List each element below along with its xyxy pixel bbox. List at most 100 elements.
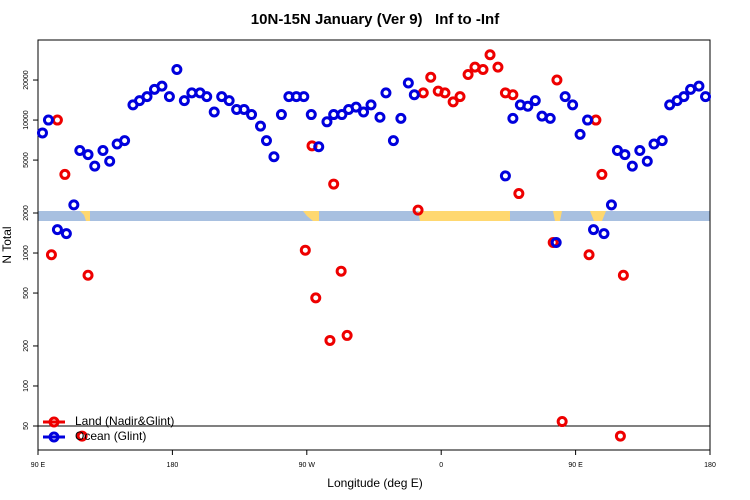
point (402, 77, 414, 89)
y-axis-label: N Total (0, 226, 14, 263)
point (484, 49, 496, 61)
point (678, 91, 690, 103)
point (358, 106, 370, 118)
point (556, 416, 568, 428)
point (550, 236, 562, 248)
y-tick-label: 500 (23, 287, 30, 299)
point (492, 61, 504, 73)
point (335, 265, 347, 277)
point (68, 199, 80, 211)
point (82, 149, 94, 161)
point (605, 199, 617, 211)
point (310, 292, 322, 304)
point (208, 106, 220, 118)
point (380, 87, 392, 99)
point (700, 91, 712, 103)
point (341, 329, 353, 341)
legend-label: Ocean (Glint) (75, 429, 146, 443)
y-tick-label: 200 (23, 340, 30, 352)
ocean-band (38, 211, 710, 221)
point (693, 80, 705, 92)
point (499, 170, 511, 182)
point (656, 135, 668, 147)
x-tick-label: 180 (167, 462, 179, 469)
point (260, 135, 272, 147)
chart-title: 10N-15N January (Ver 9) Inf to -Inf (251, 11, 500, 28)
point (551, 74, 563, 86)
point (447, 96, 459, 108)
point (365, 99, 377, 111)
point (412, 204, 424, 216)
point (387, 135, 399, 147)
point (462, 69, 474, 81)
point (178, 95, 190, 107)
point (617, 269, 629, 281)
point (324, 334, 336, 346)
point (582, 114, 594, 126)
point (513, 188, 525, 200)
point (275, 109, 287, 121)
point (374, 111, 386, 123)
series (36, 63, 712, 248)
point (559, 91, 571, 103)
point (598, 228, 610, 240)
point (97, 145, 109, 157)
point (255, 120, 267, 132)
y-tick-label: 5000 (23, 152, 30, 168)
legend-label: Land (Nadir&Glint) (75, 414, 174, 428)
point (395, 112, 407, 124)
point (171, 63, 183, 75)
point (574, 128, 586, 140)
point (634, 145, 646, 157)
point (328, 178, 340, 190)
y-tick-label: 50 (23, 422, 30, 430)
x-tick-label: 90 E (31, 462, 46, 469)
y-tick-label: 2000 (23, 205, 30, 221)
y-tick-label: 20000 (23, 70, 30, 90)
point (583, 249, 595, 261)
point (664, 99, 676, 111)
point (567, 99, 579, 111)
point (298, 91, 310, 103)
point (246, 109, 258, 121)
point (588, 224, 600, 236)
x-tick-label: 90 E (568, 462, 583, 469)
point (626, 160, 638, 172)
x-tick-label: 180 (704, 462, 716, 469)
point (614, 430, 626, 442)
point (299, 244, 311, 256)
point (507, 89, 519, 101)
legend-marker (48, 416, 60, 428)
y-tick-label: 10000 (23, 110, 30, 130)
y-tick-label: 100 (23, 380, 30, 392)
point (74, 145, 86, 157)
point (305, 109, 317, 121)
point (529, 95, 541, 107)
point (313, 141, 325, 153)
point (59, 168, 71, 180)
point (42, 114, 54, 126)
point (507, 112, 519, 124)
point (141, 91, 153, 103)
point (596, 168, 608, 180)
x-axis-label: Longitude (deg E) (327, 476, 422, 490)
point (268, 151, 280, 163)
point (223, 95, 235, 107)
point (439, 87, 451, 99)
point (336, 109, 348, 121)
y-tick-label: 1000 (23, 245, 30, 261)
point (477, 63, 489, 75)
point (45, 249, 57, 261)
series (45, 49, 629, 442)
legend-marker (48, 431, 60, 443)
point (119, 135, 131, 147)
point (76, 430, 88, 442)
point (619, 149, 631, 161)
x-tick-label: 90 W (299, 462, 316, 469)
point (36, 127, 48, 139)
point (156, 80, 168, 92)
point (425, 71, 437, 83)
point (201, 91, 213, 103)
